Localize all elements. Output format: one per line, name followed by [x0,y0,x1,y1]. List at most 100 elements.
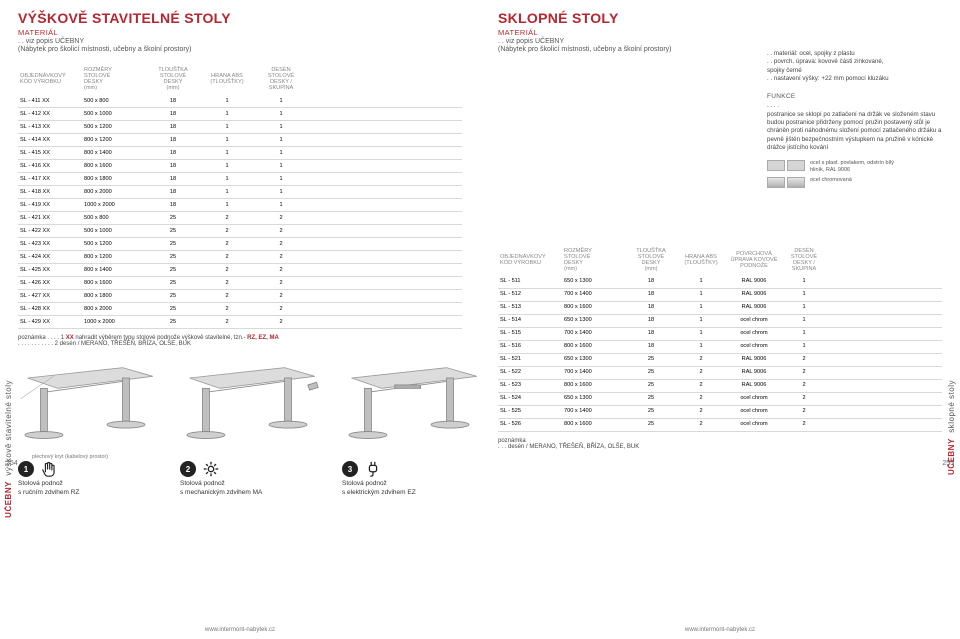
cell: 800 x 1200 [82,137,146,145]
cell: 2 [254,267,308,275]
leg-2-caption: Stolová podnož s mechanickým zdvihem MA [180,480,320,497]
cell: 25 [626,382,676,390]
cell: 1 [200,124,254,132]
cell: 2 [200,241,254,249]
cell: 800 x 1600 [562,382,626,390]
cell: SL - 423 XX [18,241,82,249]
cell: SL - 421 XX [18,215,82,223]
cell: 2 [200,267,254,275]
table-row: SL - 523800 x 1600252RAL 90062 [498,380,942,393]
cell: 700 x 1400 [562,369,626,377]
cell: ocel chrom [726,343,782,351]
cell: 650 x 1300 [562,356,626,364]
cell: 1 [254,189,308,197]
cell: 500 x 1000 [82,228,146,236]
left-table: OBJEDNÁVKOVÝ KÓD VÝROBKUROZMĚRY STOLOVÉ … [18,67,462,329]
cell: 2 [200,293,254,301]
cell: 800 x 1800 [82,293,146,301]
left-footer: www.intermont-nabytek.cz [205,627,275,633]
cell: 1 [676,304,726,312]
funkce-dots: . . . . [767,102,779,109]
cell: 2 [254,241,308,249]
cell: SL - 422 XX [18,228,82,236]
cell: 650 x 1300 [562,278,626,286]
cell: 500 x 1000 [82,111,146,119]
cell: SL - 427 XX [18,293,82,301]
cell: RAL 9006 [726,304,782,312]
cell: 800 x 1600 [562,304,626,312]
cell: SL - 521 [498,356,562,364]
table-row: SL - 426 XX800 x 16002522 [18,277,462,290]
cell: SL - 424 XX [18,254,82,262]
cell: SL - 515 [498,330,562,338]
legs-row: 1 Stolová podnož s ručním zdvihem RZ 2 [18,359,462,497]
cell: 800 x 2000 [82,189,146,197]
right-table: OBJEDNÁVKOVÝ KÓD VÝROBKUROZMĚRY STOLOVÉ … [498,248,942,432]
cell: 1 [676,317,726,325]
cell: 2 [782,408,826,416]
table-row: SL - 421 XX500 x 8002522 [18,212,462,225]
cell: 2 [254,228,308,236]
cell: 25 [146,319,200,327]
cell: 2 [200,319,254,327]
left-title: VÝŠKOVĚ STAVITELNÉ STOLY [18,10,462,26]
cell: 800 x 1600 [82,163,146,171]
cell: 1 [782,304,826,312]
cell: SL - 523 [498,382,562,390]
cell: SL - 414 XX [18,137,82,145]
cell: RAL 9006 [726,382,782,390]
gear-icon [202,460,220,478]
left-page-number: 254 [6,460,18,467]
cell: 1 [676,278,726,286]
cell: 1 [676,330,726,338]
cell: SL - 514 [498,317,562,325]
table-leg-illustration-2 [180,359,320,454]
right-th-3: HRANA ABS (TLOUŠŤKY) [676,254,726,271]
cell: 2 [782,421,826,429]
swatch-1: ocel s plast. povlakem, odstrín bílý hli… [767,160,942,173]
table-row: SL - 411 XX500 x 8001811 [18,95,462,108]
right-th-0: OBJEDNÁVKOVÝ KÓD VÝROBKU [498,254,562,271]
cell: 1 [254,137,308,145]
cell: 1 [200,111,254,119]
cell: ocel chrom [726,408,782,416]
table-row: SL - 423 XX500 x 12002522 [18,238,462,251]
cell: 1 [676,343,726,351]
cell: 1 [782,291,826,299]
cell: 18 [146,124,200,132]
cell: SL - 524 [498,395,562,403]
left-material-note2: (Nábytek pro školicí místnosti, učebny a… [18,46,462,53]
table-row: SL - 416 XX800 x 16001811 [18,160,462,173]
cell: 500 x 800 [82,98,146,106]
table-row: SL - 512700 x 1400181RAL 90061 [498,289,942,302]
cell: 650 x 1300 [562,395,626,403]
cell: 25 [626,369,676,377]
cell: 25 [626,356,676,364]
cell: 2 [200,280,254,288]
cell: SL - 428 XX [18,306,82,314]
cell: 18 [146,189,200,197]
cell: SL - 415 XX [18,150,82,158]
cell: 1 [254,98,308,106]
right-title: SKLOPNÉ STOLY [498,10,737,26]
cell: 25 [146,267,200,275]
cell: 2 [782,382,826,390]
cell: SL - 512 [498,291,562,299]
table-row: SL - 429 XX1000 x 20002522 [18,316,462,329]
table-leg-illustration-3 [342,359,482,454]
cell: 700 x 1400 [562,408,626,416]
left-vtab: UČEBNY výškově stavitelné stoly [4,380,13,518]
right-th-4: POVRCHOVÁ ÚPRAVA KOVOVÉ PODNOŽE [726,251,782,274]
cell: 500 x 800 [82,215,146,223]
cell: 25 [626,421,676,429]
cable-callout: plechový kryt (kabelový prostor) [32,455,108,461]
cell: 2 [254,215,308,223]
cell: 1000 x 2000 [82,319,146,327]
cell: 2 [676,421,726,429]
cell: 18 [146,176,200,184]
cell: 25 [146,241,200,249]
badge-3: 3 [342,461,358,477]
cell: SL - 526 [498,421,562,429]
swatch-2: ocel chromovaná [767,177,942,188]
cell: 2 [254,319,308,327]
